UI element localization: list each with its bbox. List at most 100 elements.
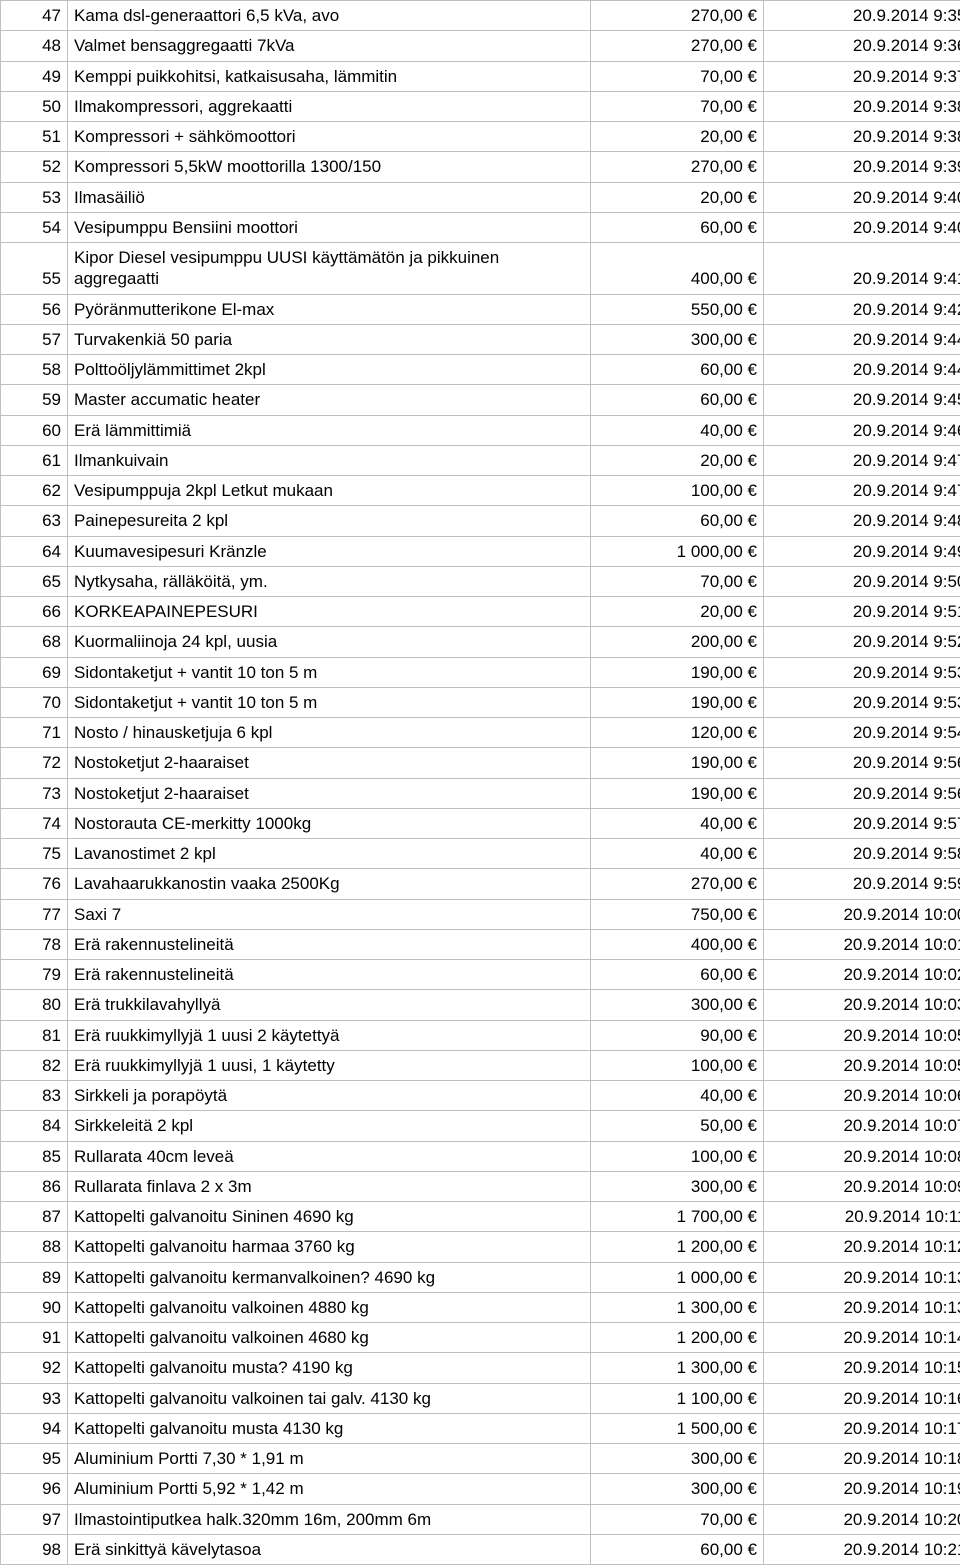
item-price: 190,00 € [591,687,764,717]
item-price: 200,00 € [591,627,764,657]
table-row: 71Nosto / hinausketjuja 6 kpl120,00 €20.… [1,718,960,748]
item-description: Erä ruukkimyllyjä 1 uusi 2 käytettyä [68,1020,591,1050]
item-description: Erä sinkittyä kävelytasoa [68,1534,591,1564]
item-description: Pyöränmutterikone El-max [68,294,591,324]
table-row: 48Valmet bensaggregaatti 7kVa270,00 €20.… [1,31,960,61]
item-description: Nostoketjut 2-haaraiset [68,748,591,778]
item-id: 92 [1,1353,68,1383]
item-description: Nostorauta CE-merkitty 1000kg [68,808,591,838]
item-timestamp: 20.9.2014 10:01:58 [764,929,960,959]
item-id: 89 [1,1262,68,1292]
item-price: 60,00 € [591,385,764,415]
item-id: 68 [1,627,68,657]
table-row: 89Kattopelti galvanoitu kermanvalkoinen?… [1,1262,960,1292]
item-price: 1 100,00 € [591,1383,764,1413]
item-description: Sidontaketjut + vantit 10 ton 5 m [68,687,591,717]
item-price: 40,00 € [591,1081,764,1111]
item-timestamp: 20.9.2014 9:45:40 [764,385,960,415]
item-description: Erä trukkilavahyllyä [68,990,591,1020]
item-id: 55 [1,243,68,295]
table-row: 83Sirkkeli ja porapöytä40,00 €20.9.2014 … [1,1081,960,1111]
item-id: 85 [1,1141,68,1171]
table-row: 52Kompressori 5,5kW moottorilla 1300/150… [1,152,960,182]
item-timestamp: 20.9.2014 10:05:05 [764,1020,960,1050]
table-row: 88Kattopelti galvanoitu harmaa 3760 kg1 … [1,1232,960,1262]
table-row: 91Kattopelti galvanoitu valkoinen 4680 k… [1,1323,960,1353]
item-description: Kemppi puikkohitsi, katkaisusaha, lämmit… [68,61,591,91]
item-timestamp: 20.9.2014 9:53:42 [764,687,960,717]
item-timestamp: 20.9.2014 9:42:35 [764,294,960,324]
item-id: 84 [1,1111,68,1141]
item-timestamp: 20.9.2014 9:51:30 [764,597,960,627]
item-price: 120,00 € [591,718,764,748]
item-timestamp: 20.9.2014 9:49:49 [764,536,960,566]
item-price: 1 700,00 € [591,1202,764,1232]
item-id: 98 [1,1534,68,1564]
item-id: 66 [1,597,68,627]
item-price: 190,00 € [591,778,764,808]
table-row: 51Kompressori + sähkömoottori20,00 €20.9… [1,122,960,152]
item-id: 50 [1,91,68,121]
table-row: 59Master accumatic heater60,00 €20.9.201… [1,385,960,415]
item-description: Lavahaarukkanostin vaaka 2500Kg [68,869,591,899]
table-row: 65Nytkysaha, rälläköitä, ym.70,00 €20.9.… [1,566,960,596]
item-timestamp: 20.9.2014 9:46:20 [764,415,960,445]
item-price: 40,00 € [591,808,764,838]
table-row: 62Vesipumppuja 2kpl Letkut mukaan100,00 … [1,476,960,506]
item-id: 70 [1,687,68,717]
item-price: 50,00 € [591,1111,764,1141]
item-price: 20,00 € [591,445,764,475]
item-price: 20,00 € [591,182,764,212]
item-timestamp: 20.9.2014 10:13:51 [764,1292,960,1322]
item-id: 72 [1,748,68,778]
table-row: 86Rullarata finlava 2 x 3m300,00 €20.9.2… [1,1171,960,1201]
item-description: Kattopelti galvanoitu musta? 4190 kg [68,1353,591,1383]
item-price: 400,00 € [591,243,764,295]
item-timestamp: 20.9.2014 9:53:42 [764,657,960,687]
table-row: 69Sidontaketjut + vantit 10 ton 5 m190,0… [1,657,960,687]
item-description: Aluminium Portti 5,92 * 1,42 m [68,1474,591,1504]
item-timestamp: 20.9.2014 9:59:30 [764,869,960,899]
item-timestamp: 20.9.2014 9:54:29 [764,718,960,748]
item-id: 65 [1,566,68,596]
item-id: 76 [1,869,68,899]
item-id: 94 [1,1413,68,1443]
item-id: 52 [1,152,68,182]
item-id: 51 [1,122,68,152]
item-id: 53 [1,182,68,212]
item-timestamp: 20.9.2014 10:19:40 [764,1474,960,1504]
item-id: 80 [1,990,68,1020]
item-id: 73 [1,778,68,808]
item-description: Erä rakennustelineitä [68,929,591,959]
table-row: 98Erä sinkittyä kävelytasoa60,00 €20.9.2… [1,1534,960,1564]
item-id: 61 [1,445,68,475]
item-price: 60,00 € [591,1534,764,1564]
item-description: Kuormaliinoja 24 kpl, uusia [68,627,591,657]
item-description: Nostoketjut 2-haaraiset [68,778,591,808]
item-description: Saxi 7 [68,899,591,929]
item-price: 60,00 € [591,355,764,385]
item-description: Valmet bensaggregaatti 7kVa [68,31,591,61]
item-timestamp: 20.9.2014 10:06:35 [764,1081,960,1111]
item-price: 20,00 € [591,122,764,152]
item-timestamp: 20.9.2014 9:56:51 [764,778,960,808]
item-id: 91 [1,1323,68,1353]
item-description: Kattopelti galvanoitu harmaa 3760 kg [68,1232,591,1262]
item-description: Kompressori + sähkömoottori [68,122,591,152]
table-row: 97Ilmastointiputkea halk.320mm 16m, 200m… [1,1504,960,1534]
item-id: 48 [1,31,68,61]
table-row: 79Erä rakennustelineitä60,00 €20.9.2014 … [1,960,960,990]
item-price: 70,00 € [591,61,764,91]
item-description: Ilmankuivain [68,445,591,475]
table-row: 85Rullarata 40cm leveä100,00 €20.9.2014 … [1,1141,960,1171]
item-id: 58 [1,355,68,385]
item-timestamp: 20.9.2014 9:37:07 [764,61,960,91]
item-timestamp: 20.9.2014 9:47:50 [764,476,960,506]
item-price: 100,00 € [591,1050,764,1080]
table-row: 74Nostorauta CE-merkitty 1000kg40,00 €20… [1,808,960,838]
table-row: 55Kipor Diesel vesipumppu UUSI käyttämät… [1,243,960,295]
item-timestamp: 20.9.2014 9:57:33 [764,808,960,838]
item-description: Polttoöljylämmittimet 2kpl [68,355,591,385]
item-id: 88 [1,1232,68,1262]
item-timestamp: 20.9.2014 9:58:13 [764,839,960,869]
